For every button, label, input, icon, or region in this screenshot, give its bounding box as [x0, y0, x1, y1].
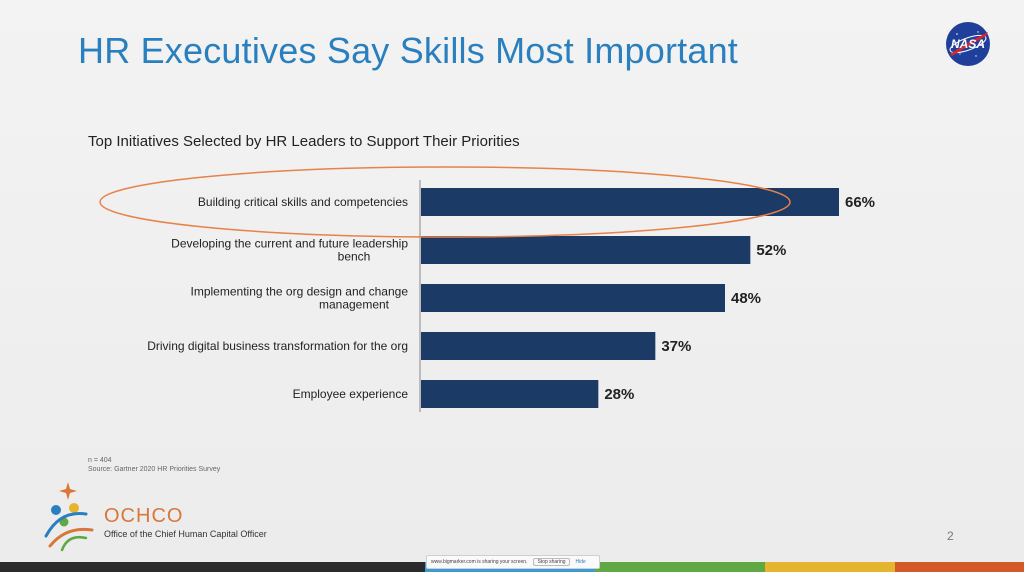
bar-1: [421, 236, 751, 264]
hide-button[interactable]: Hide: [575, 559, 586, 565]
screen-share-bar: www.bigmarker.com is sharing your screen…: [426, 555, 600, 569]
bar-3: [421, 332, 656, 360]
page-number: 2: [947, 529, 954, 543]
category-label-3: Driving digital business transformation …: [147, 339, 408, 353]
category-label-4: Employee experience: [293, 387, 409, 401]
footnote: n = 404 Source: Gartner 2020 HR Prioriti…: [88, 456, 220, 474]
share-message: www.bigmarker.com is sharing your screen…: [431, 559, 528, 565]
nasa-logo-icon: NASA: [946, 22, 990, 66]
org-name: OCHCO: [104, 505, 184, 527]
bar-2: [421, 284, 725, 312]
value-label-4: 28%: [604, 386, 634, 403]
source-note: Source: Gartner 2020 HR Priorities Surve…: [88, 466, 221, 473]
org-subtitle: Office of the Chief Human Capital Office…: [104, 529, 267, 539]
svg-text:NASA: NASA: [951, 37, 985, 51]
category-label-2: Implementing the org design and change ma…: [191, 285, 409, 312]
chart-title: Top Initiatives Selected by HR Leaders t…: [88, 133, 520, 150]
value-label-3: 37%: [661, 338, 691, 355]
slide-title: HR Executives Say Skills Most Important: [78, 30, 739, 71]
bar-4: [421, 380, 599, 408]
ochco-logo-icon: [44, 482, 94, 552]
value-label-0: 66%: [845, 194, 875, 211]
bar-0: [421, 188, 839, 216]
value-label-1: 52%: [756, 242, 786, 259]
stop-sharing-button[interactable]: Stop sharing: [533, 558, 570, 566]
sample-size: n = 404: [88, 457, 112, 464]
highlight-ellipse: [99, 166, 791, 238]
category-label-1: Developing the current and future leader…: [171, 237, 408, 264]
value-label-2: 48%: [731, 290, 761, 307]
category-label-0: Building critical skills and competencie…: [198, 195, 408, 209]
